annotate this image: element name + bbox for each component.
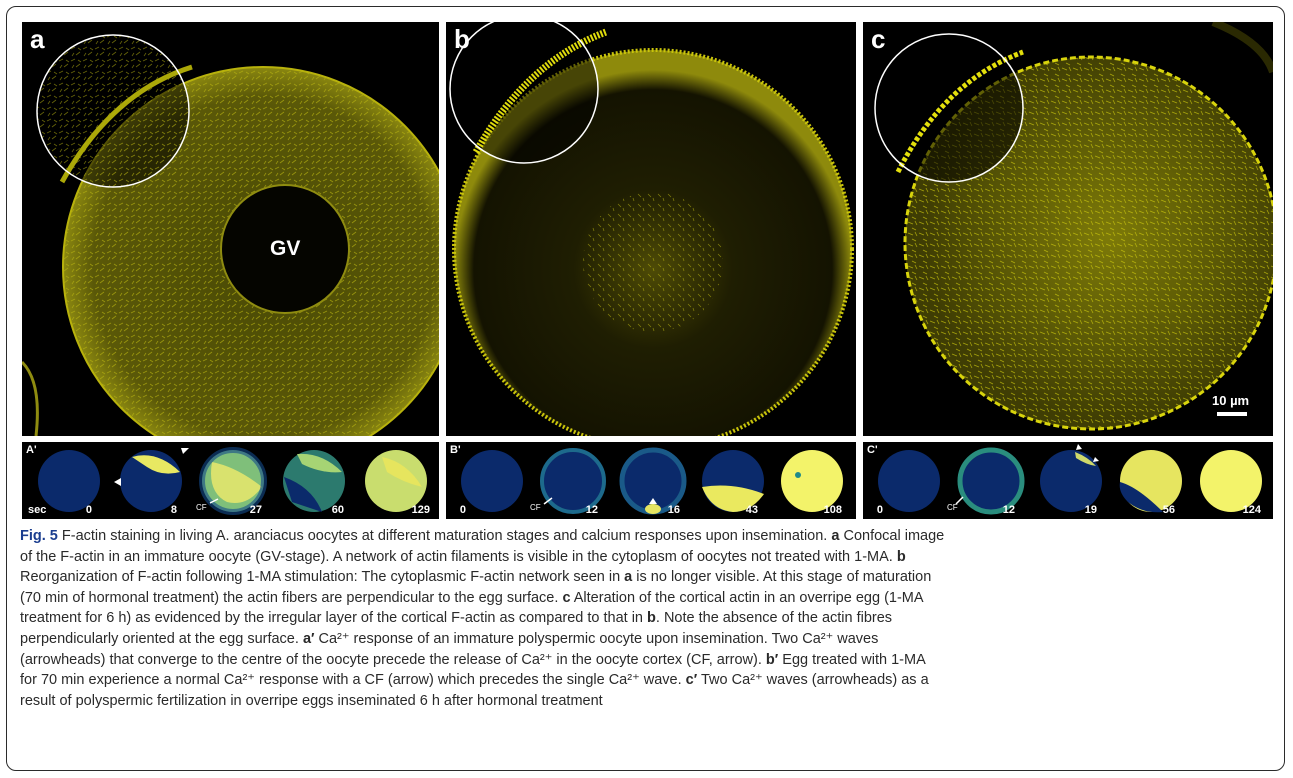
time-label: 124 bbox=[1242, 504, 1261, 516]
gv-label: GV bbox=[270, 237, 301, 260]
strip-a-prime-frames bbox=[38, 447, 427, 515]
time-label: 60 bbox=[331, 504, 344, 516]
panel-b-label: b bbox=[454, 24, 470, 54]
time-label: 0 bbox=[876, 504, 883, 516]
zoom-inset-circle bbox=[874, 33, 1024, 183]
strip-b-prime-label: B' bbox=[450, 444, 461, 456]
time-label: 16 bbox=[667, 504, 680, 516]
time-label: 129 bbox=[411, 504, 430, 516]
time-label: 0 bbox=[459, 504, 466, 516]
strip-a-prime-label: A' bbox=[26, 444, 37, 456]
cf-label: CF bbox=[530, 503, 541, 512]
figure-caption: Fig. 5 F-actin staining in living A. ara… bbox=[20, 528, 945, 709]
unit-label-sec: sec bbox=[28, 504, 47, 516]
figure-number: Fig. 5 bbox=[20, 528, 58, 544]
panel-c-oocyte bbox=[874, 22, 1273, 431]
time-label: 12 bbox=[1002, 504, 1015, 516]
panel-b-image: b bbox=[446, 22, 856, 436]
panel-a-oocyte bbox=[22, 34, 439, 436]
time-label: 0 bbox=[85, 504, 92, 516]
zoom-inset-circle bbox=[449, 22, 599, 164]
time-label: 43 bbox=[745, 504, 758, 516]
strip-b-prime-frames bbox=[461, 447, 843, 515]
time-label: 19 bbox=[1084, 504, 1097, 516]
time-label: 27 bbox=[249, 504, 262, 516]
cf-label: CF bbox=[947, 503, 958, 512]
strip-c-prime-frames bbox=[878, 444, 1262, 515]
time-label: 8 bbox=[170, 504, 177, 516]
panel-a-image: a GV bbox=[22, 22, 439, 436]
panel-b-oocyte bbox=[449, 22, 854, 436]
figure-frame bbox=[6, 6, 1285, 771]
time-label: 108 bbox=[823, 504, 842, 516]
panel-c-label: c bbox=[871, 24, 886, 54]
strip-b-prime: B' 0 12 16 43 108 CF bbox=[446, 442, 856, 519]
scale-bar-label: 10 µm bbox=[1212, 393, 1250, 408]
time-label: 56 bbox=[1162, 504, 1175, 516]
strip-a-prime: A' sec 0 8 27 60 129 CF bbox=[22, 442, 439, 519]
strip-c-prime-label: C' bbox=[867, 444, 878, 456]
scale-bar bbox=[1217, 412, 1247, 416]
strip-c-prime: C' 0 12 19 56 124 CF bbox=[863, 442, 1273, 519]
zoom-inset-circle bbox=[36, 34, 190, 188]
panel-c-image: c 10 µm bbox=[863, 22, 1273, 436]
time-label: 12 bbox=[585, 504, 598, 516]
panel-a-label: a bbox=[30, 24, 45, 54]
cf-label: CF bbox=[196, 503, 207, 512]
